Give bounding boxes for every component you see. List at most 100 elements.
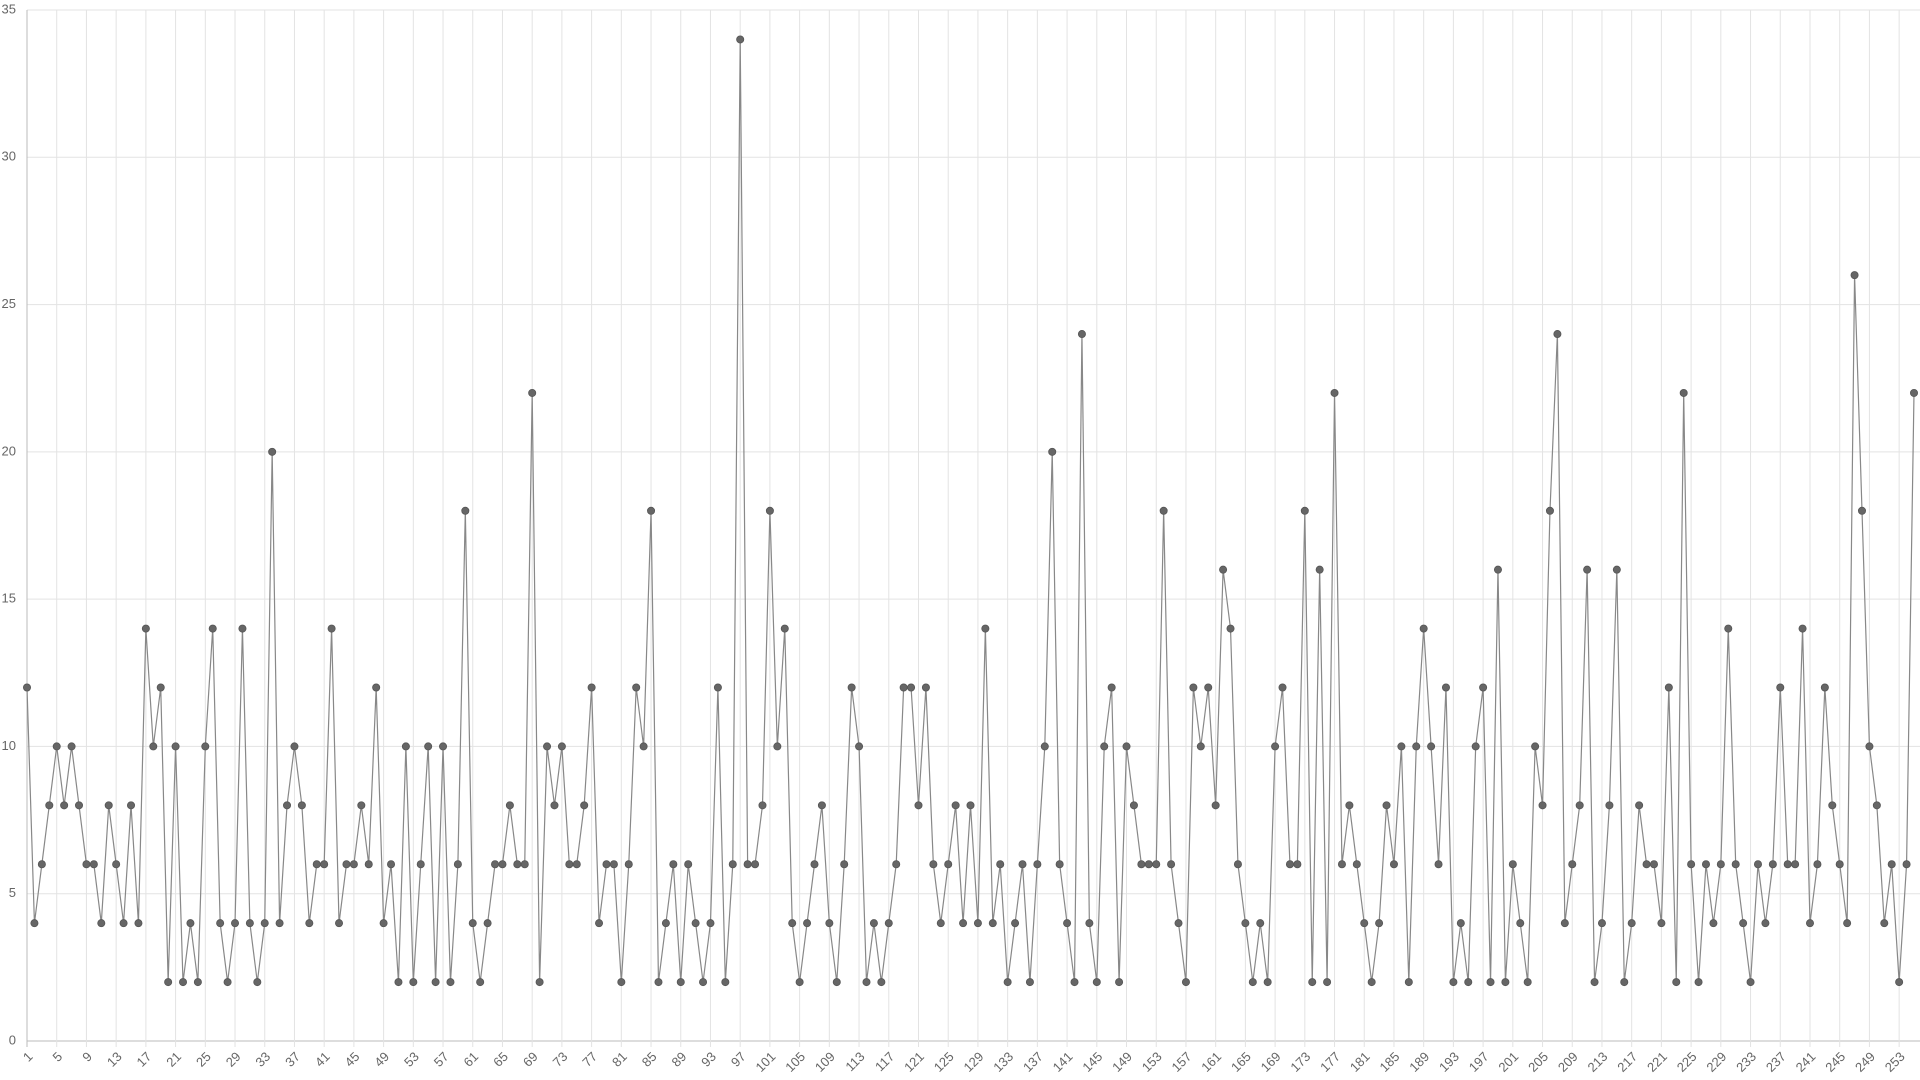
data-point	[699, 978, 708, 987]
data-point	[557, 742, 566, 751]
data-point	[208, 624, 217, 633]
x-tick-label: 229	[1703, 1049, 1729, 1075]
data-point	[1375, 919, 1384, 928]
data-point	[1345, 801, 1354, 810]
x-tick-label: 129	[961, 1049, 987, 1075]
x-tick-label: 185	[1377, 1049, 1403, 1075]
data-point	[320, 860, 329, 869]
data-point	[179, 978, 188, 987]
x-tick-label: 1	[20, 1049, 36, 1065]
data-point	[416, 860, 425, 869]
data-point	[1137, 860, 1146, 869]
x-tick-label: 33	[252, 1049, 273, 1070]
data-point	[89, 860, 98, 869]
data-point	[565, 860, 574, 869]
data-point	[1204, 683, 1213, 692]
data-point	[1389, 860, 1398, 869]
x-tick-label: 113	[842, 1049, 867, 1074]
x-tick-label: 245	[1822, 1049, 1848, 1075]
data-point	[1419, 624, 1428, 633]
data-point	[1174, 919, 1183, 928]
data-point	[394, 978, 403, 987]
data-point	[1011, 919, 1020, 928]
data-point	[1382, 801, 1391, 810]
data-point	[1865, 742, 1874, 751]
data-point	[1635, 801, 1644, 810]
data-point	[1486, 978, 1495, 987]
data-point	[632, 683, 641, 692]
data-point	[639, 742, 648, 751]
data-point	[1189, 683, 1198, 692]
data-point	[817, 801, 826, 810]
data-point	[1568, 860, 1577, 869]
x-tick-label: 93	[698, 1049, 719, 1070]
data-point	[1709, 919, 1718, 928]
data-point	[1739, 919, 1748, 928]
data-point	[1018, 860, 1027, 869]
data-point	[1664, 683, 1673, 692]
data-point	[476, 978, 485, 987]
x-tick-label: 141	[1050, 1049, 1076, 1075]
data-point	[1553, 330, 1562, 339]
x-tick-label: 45	[342, 1049, 363, 1070]
data-point	[988, 919, 997, 928]
data-point	[1880, 919, 1889, 928]
data-point	[1783, 860, 1792, 869]
data-point	[104, 801, 113, 810]
data-point	[713, 683, 722, 692]
x-tick-label: 37	[282, 1049, 303, 1070]
data-point	[186, 919, 195, 928]
data-point	[936, 919, 945, 928]
data-point	[431, 978, 440, 987]
data-point	[877, 978, 886, 987]
data-point	[1753, 860, 1762, 869]
data-point	[119, 919, 128, 928]
x-tick-label: 61	[460, 1049, 481, 1070]
data-point	[1271, 742, 1280, 751]
data-point	[1449, 978, 1458, 987]
data-point	[357, 801, 366, 810]
data-point	[275, 919, 284, 928]
x-tick-label: 217	[1614, 1049, 1640, 1075]
data-point	[127, 801, 136, 810]
data-point	[543, 742, 552, 751]
data-point	[840, 860, 849, 869]
x-tick-label: 85	[639, 1049, 660, 1070]
x-tick-label: 17	[134, 1049, 155, 1070]
y-tick-label: 15	[2, 591, 16, 606]
data-point	[595, 919, 604, 928]
data-point	[216, 919, 225, 928]
data-point	[1597, 919, 1606, 928]
data-point	[1159, 506, 1168, 515]
x-tick-label: 65	[490, 1049, 511, 1070]
x-tick-label: 109	[812, 1049, 838, 1075]
data-point	[580, 801, 589, 810]
data-point	[1427, 742, 1436, 751]
data-point	[959, 919, 968, 928]
data-point	[1501, 978, 1510, 987]
data-point	[342, 860, 351, 869]
x-tick-label: 57	[431, 1049, 452, 1070]
data-point	[1404, 978, 1413, 987]
data-point	[1441, 683, 1450, 692]
data-point	[1560, 919, 1569, 928]
data-point	[676, 978, 685, 987]
x-tick-label: 225	[1674, 1049, 1700, 1075]
data-point	[409, 978, 418, 987]
data-point	[156, 683, 165, 692]
data-point	[921, 683, 930, 692]
data-point	[751, 860, 760, 869]
data-point	[788, 919, 797, 928]
data-point	[1531, 742, 1540, 751]
data-point	[884, 919, 893, 928]
data-point	[1850, 271, 1859, 280]
data-point	[1545, 506, 1554, 515]
x-tick-label: 81	[609, 1049, 630, 1070]
data-point	[1233, 860, 1242, 869]
data-point	[164, 978, 173, 987]
x-tick-label: 153	[1139, 1049, 1165, 1075]
data-point	[550, 801, 559, 810]
x-tick-label: 181	[1347, 1049, 1373, 1075]
data-point	[684, 860, 693, 869]
x-tick-label: 29	[223, 1049, 244, 1070]
